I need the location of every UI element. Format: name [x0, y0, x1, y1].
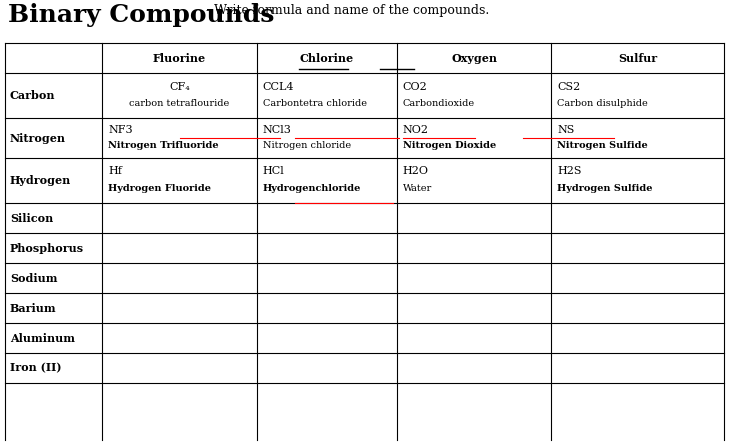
Text: Carbon: Carbon: [10, 90, 55, 101]
Text: Hf: Hf: [108, 167, 122, 176]
Text: Silicon: Silicon: [10, 213, 53, 224]
Text: Carbontetra chloride: Carbontetra chloride: [262, 99, 367, 108]
Text: carbon tetraflouride: carbon tetraflouride: [129, 99, 230, 108]
Text: Iron (II): Iron (II): [10, 362, 61, 373]
Text: NS: NS: [558, 125, 574, 135]
Text: Nitrogen: Nitrogen: [10, 133, 66, 144]
Text: Carbondioxide: Carbondioxide: [403, 99, 475, 108]
Text: Carbon disulphide: Carbon disulphide: [558, 99, 648, 108]
Text: CO2: CO2: [403, 81, 428, 91]
Text: Fluorine: Fluorine: [153, 53, 206, 64]
Text: Hydrogen: Hydrogen: [10, 175, 71, 186]
Text: Nitrogen Trifluoride: Nitrogen Trifluoride: [108, 141, 219, 150]
Text: - Write formula and name of the compounds.: - Write formula and name of the compound…: [202, 4, 489, 17]
Text: H2S: H2S: [558, 167, 582, 176]
Text: - Write formula and name: - Write formula and name: [202, 4, 368, 17]
Text: H2O: H2O: [403, 167, 429, 176]
Text: - Write formula and: - Write formula and: [202, 4, 334, 17]
Text: Water: Water: [403, 184, 432, 193]
Text: - Write: - Write: [202, 4, 253, 17]
Text: NF3: NF3: [108, 125, 133, 135]
Text: CS2: CS2: [558, 81, 581, 91]
Text: NO2: NO2: [403, 125, 429, 135]
Text: - Write formula: - Write formula: [202, 4, 303, 17]
Text: Nitrogen Dioxide: Nitrogen Dioxide: [403, 141, 496, 150]
Text: Hydrogenchloride: Hydrogenchloride: [262, 184, 361, 193]
Text: CCL4: CCL4: [262, 81, 294, 91]
Text: NCl3: NCl3: [262, 125, 292, 135]
Text: Chlorine: Chlorine: [300, 53, 354, 64]
Text: Sulfur: Sulfur: [618, 53, 658, 64]
Text: Aluminum: Aluminum: [10, 332, 75, 343]
Text: Nitrogen Sulfide: Nitrogen Sulfide: [558, 141, 648, 150]
Text: Oxygen: Oxygen: [451, 53, 497, 64]
Text: HCl: HCl: [262, 167, 284, 176]
Text: Hydrogen Sulfide: Hydrogen Sulfide: [558, 184, 653, 193]
Text: Hydrogen Fluoride: Hydrogen Fluoride: [108, 184, 211, 193]
Text: Phosphorus: Phosphorus: [10, 243, 84, 254]
Text: Binary Compounds: Binary Compounds: [8, 3, 274, 27]
Text: Nitrogen chloride: Nitrogen chloride: [262, 141, 351, 150]
Text: Sodium: Sodium: [10, 273, 58, 283]
Text: Barium: Barium: [10, 302, 57, 313]
Text: - Write formula and name of the compounds.: - Write formula and name of the compound…: [202, 4, 489, 17]
Text: CF₄: CF₄: [169, 81, 190, 91]
